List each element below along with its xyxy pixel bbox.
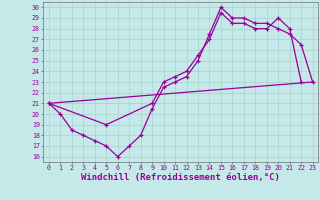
X-axis label: Windchill (Refroidissement éolien,°C): Windchill (Refroidissement éolien,°C)	[81, 173, 280, 182]
